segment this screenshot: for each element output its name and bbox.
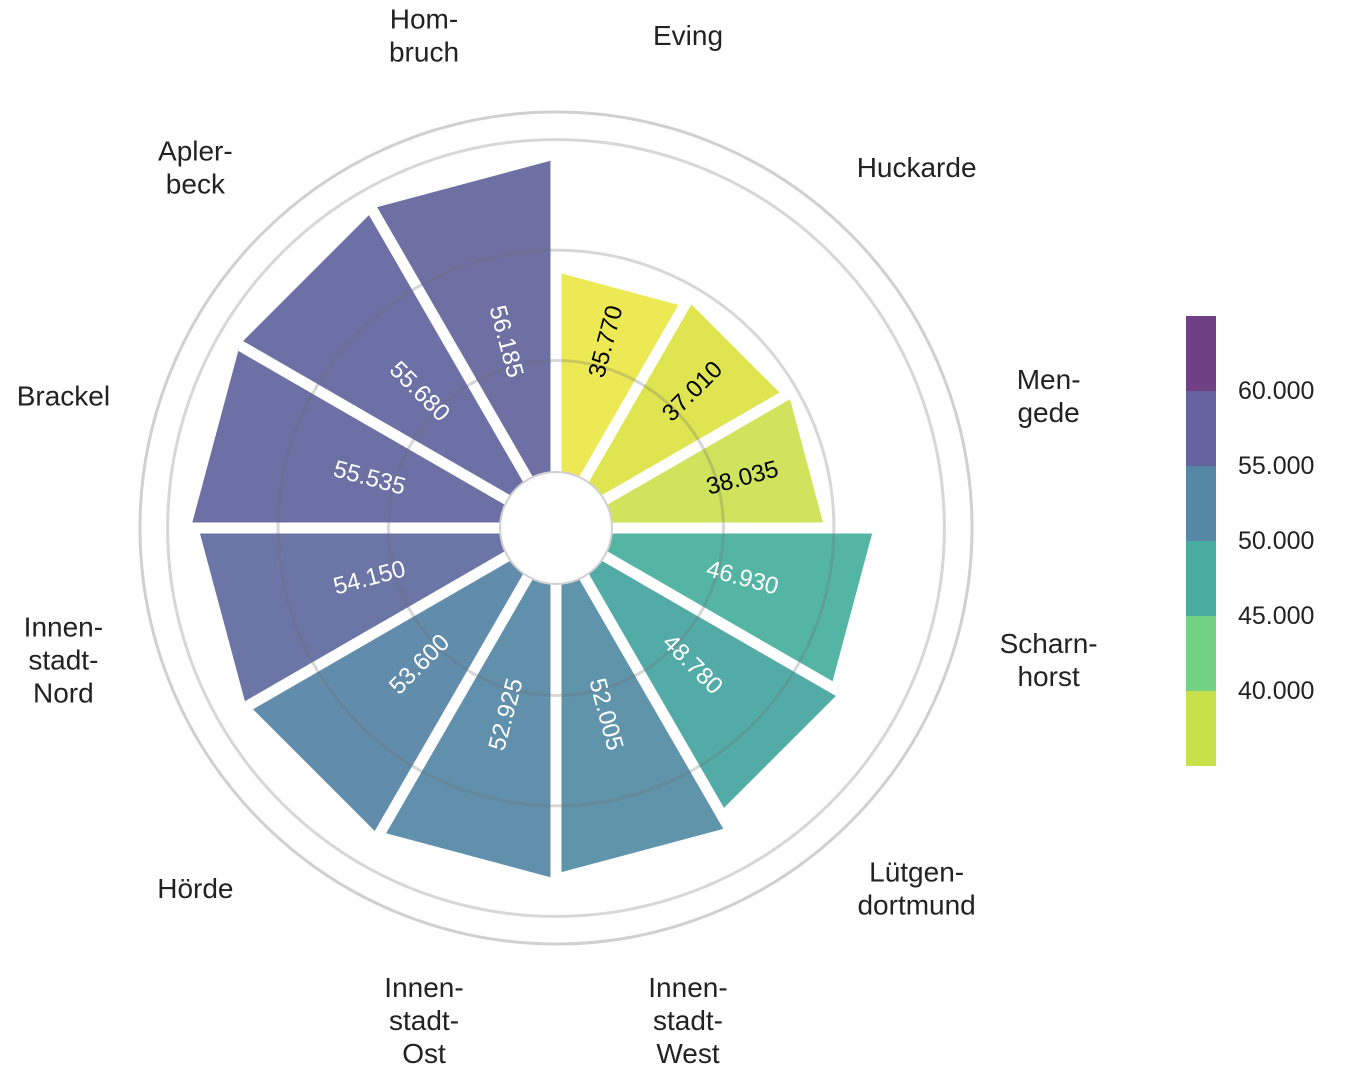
radial-gridline	[387, 359, 725, 697]
category-label: Brackel	[17, 381, 110, 412]
category-label: Huckarde	[857, 152, 977, 183]
bar	[589, 561, 836, 808]
category-label: Innen-stadt-Ost	[384, 972, 463, 1069]
category-label: Eving	[653, 20, 723, 51]
bar	[589, 304, 780, 495]
center-layer	[499, 471, 613, 585]
category-label: Hörde	[157, 873, 233, 904]
legend-bin	[1186, 616, 1216, 691]
category-label: Apler-beck	[158, 135, 233, 199]
legend-bin	[1186, 391, 1216, 466]
legend-bin	[1186, 541, 1216, 616]
bar	[607, 533, 873, 682]
radial-gridline	[276, 248, 836, 808]
legend: 40.000 45.000 50.000 55.000 60.000	[1186, 316, 1314, 766]
gridlines-layer	[166, 138, 946, 918]
bar	[377, 160, 551, 477]
bar	[561, 579, 724, 873]
bar	[243, 215, 523, 495]
bar	[253, 561, 523, 831]
legend-tick-label: 40.000	[1238, 677, 1314, 705]
bar	[386, 579, 551, 878]
bar	[199, 533, 505, 702]
legend-tick-label: 50.000	[1238, 527, 1314, 555]
legend-bin	[1186, 466, 1216, 541]
category-label: Lütgen-dortmund	[857, 857, 975, 921]
legend-tick-label: 55.000	[1238, 452, 1314, 480]
category-label: Men-gede	[1017, 364, 1081, 428]
bars-layer	[192, 160, 873, 878]
legend-tick-label: 60.000	[1238, 377, 1314, 405]
category-label: Innen-stadt-West	[648, 972, 727, 1069]
outer-ring-layer	[138, 110, 974, 946]
legend-bin	[1186, 316, 1216, 391]
radial-gridline	[166, 138, 946, 918]
outer-ring	[138, 110, 974, 946]
legend-tick-label: 45.000	[1238, 602, 1314, 630]
category-label: Innen-stadt-Nord	[24, 611, 103, 708]
legend-bin	[1186, 691, 1216, 766]
bar	[192, 350, 505, 523]
center-hole	[499, 471, 613, 585]
category-label: Scharn-horst	[1000, 628, 1098, 692]
category-label: Hom-bruch	[389, 3, 459, 67]
bar	[607, 399, 824, 523]
category-labels-layer: Eving Huckarde Men-gede Scharn-horst Lütgen-…	[17, 3, 1098, 1069]
bar	[561, 273, 679, 477]
